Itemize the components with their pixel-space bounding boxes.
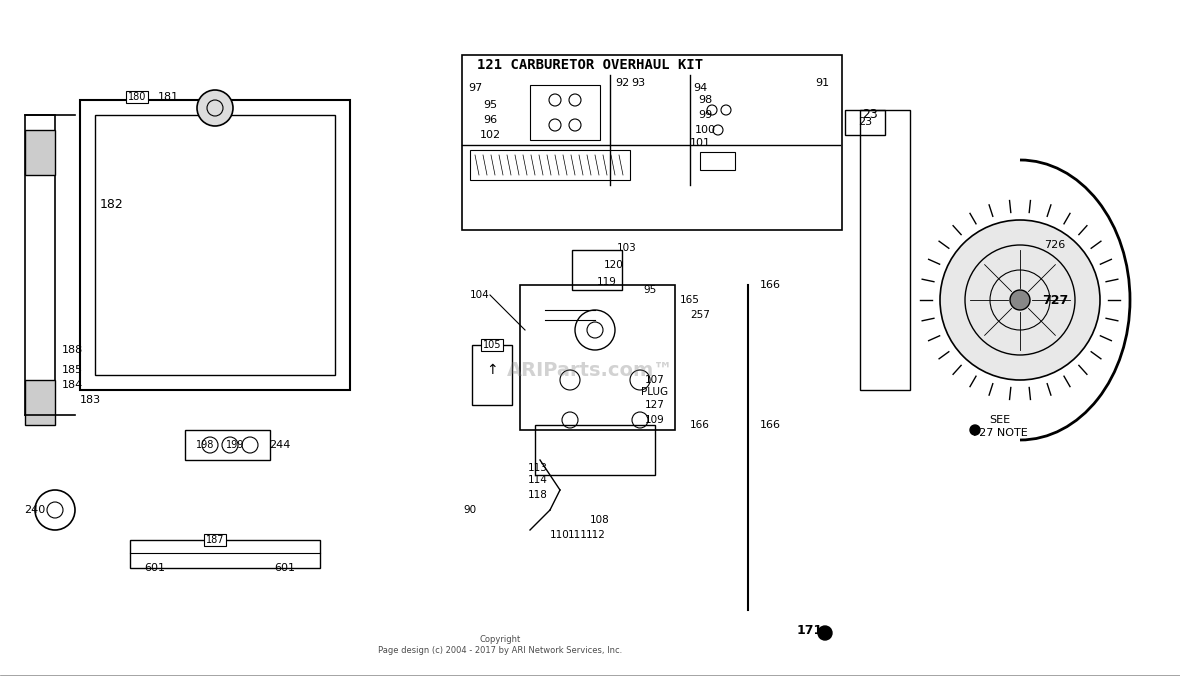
Text: 23: 23 [858,117,872,127]
Bar [860,110,910,390]
Text: 726: 726 [1044,240,1066,250]
Bar [535,425,655,475]
Text: 108: 108 [590,515,610,525]
Text: 113: 113 [529,463,548,473]
Circle shape [940,220,1100,380]
Bar [130,540,320,568]
Text: 103: 103 [617,243,637,253]
Text: 185: 185 [61,365,83,375]
Circle shape [970,425,981,435]
Text: 101: 101 [689,138,710,148]
Text: 95: 95 [483,100,497,110]
Text: 727 NOTE: 727 NOTE [972,428,1028,438]
Text: 93: 93 [631,78,645,88]
Text: 91: 91 [815,78,830,88]
Bar [25,130,55,175]
Bar [96,115,335,375]
Text: 188: 188 [61,345,83,355]
Circle shape [818,626,832,640]
Text: 601: 601 [275,563,295,573]
Text: 110: 110 [550,530,570,540]
Text: ↑: ↑ [486,363,498,377]
Text: 198: 198 [196,440,215,450]
Text: 166: 166 [690,420,710,430]
Bar [25,115,55,415]
Circle shape [1010,290,1030,310]
Text: 119: 119 [597,277,617,287]
Text: Copyright
Page design (c) 2004 - 2017 by ARI Network Services, Inc.: Copyright Page design (c) 2004 - 2017 by… [378,635,622,655]
Text: 99: 99 [697,110,712,120]
Text: 180: 180 [127,92,146,102]
Text: 107: 107 [645,375,664,385]
Bar [845,110,885,135]
Text: 183: 183 [79,395,100,405]
Text: 98: 98 [697,95,712,105]
Text: 244: 244 [269,440,290,450]
Text: 199: 199 [225,440,244,450]
Text: 127: 127 [645,400,666,410]
Text: 166: 166 [760,280,781,290]
Text: 102: 102 [479,130,500,140]
Text: ARIParts.com™: ARIParts.com™ [506,361,674,380]
Text: 181: 181 [157,92,178,102]
Text: SEE: SEE [990,415,1010,425]
Text: 121 CARBURETOR OVERHAUL KIT: 121 CARBURETOR OVERHAUL KIT [477,58,703,72]
Text: 240: 240 [25,505,46,515]
Text: 120: 120 [604,260,624,270]
Text: 109: 109 [645,415,664,425]
Text: 112: 112 [586,530,607,540]
Text: 100: 100 [695,125,715,135]
Text: 23: 23 [863,109,878,122]
Text: 187: 187 [205,535,224,545]
Bar [25,380,55,425]
Text: 97: 97 [468,83,483,93]
Text: 184: 184 [61,380,83,390]
Text: 105: 105 [483,340,501,350]
Text: 111: 111 [568,530,588,540]
Text: 94: 94 [693,83,707,93]
Text: 118: 118 [529,490,548,500]
Bar [470,150,630,180]
Text: 171: 171 [796,624,824,637]
Bar [80,100,350,390]
Bar [572,250,622,290]
Text: PLUG: PLUG [642,387,669,397]
Text: 90: 90 [464,505,477,515]
Text: 257: 257 [690,310,710,320]
Text: 727: 727 [1042,294,1068,307]
Text: 601: 601 [144,563,165,573]
Bar [530,85,599,140]
Bar [463,55,843,230]
Text: 182: 182 [100,199,124,212]
Text: 104: 104 [470,290,490,300]
Circle shape [197,90,232,126]
Bar [520,285,675,430]
Text: 95: 95 [643,285,656,295]
Bar [700,152,735,170]
Text: 96: 96 [483,115,497,125]
Bar [185,430,270,460]
Text: 114: 114 [529,475,548,485]
Bar [472,345,512,405]
Text: 166: 166 [760,420,781,430]
Text: 165: 165 [680,295,700,305]
Text: 92: 92 [615,78,629,88]
